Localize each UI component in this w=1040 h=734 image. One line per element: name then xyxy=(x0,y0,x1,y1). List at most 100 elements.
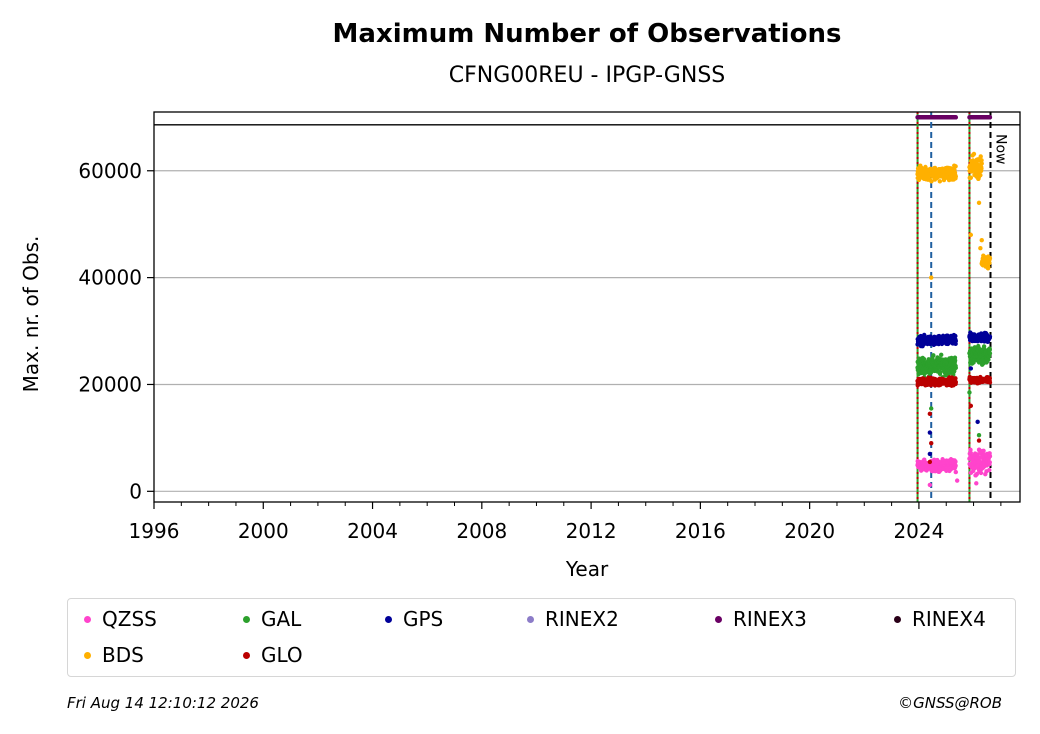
chart-subtitle: CFNG00REU - IPGP-GNSS xyxy=(449,63,726,88)
data-point xyxy=(987,376,992,381)
data-point xyxy=(976,438,982,443)
data-point xyxy=(968,232,974,238)
y-axis-label: Max. nr. of Obs. xyxy=(19,236,43,393)
data-point xyxy=(987,334,993,339)
y-tick-label: 0 xyxy=(129,479,142,503)
legend-item-glo: GLO xyxy=(243,642,303,668)
data-point xyxy=(927,411,933,417)
data-point xyxy=(978,154,983,159)
data-point xyxy=(968,403,974,409)
data-point xyxy=(968,175,974,180)
data-point xyxy=(976,433,982,438)
data-point xyxy=(976,200,982,206)
data-point xyxy=(953,365,959,371)
data-point xyxy=(937,369,943,375)
legend-item-gal: GAL xyxy=(243,606,301,632)
data-point xyxy=(987,467,992,473)
data-point xyxy=(953,379,959,385)
legend-label: GAL xyxy=(261,607,302,631)
legend-label: QZSS xyxy=(102,607,157,631)
data-point xyxy=(987,454,993,459)
data-point xyxy=(921,357,927,362)
data-point xyxy=(978,246,983,251)
x-tick-label: 2004 xyxy=(347,519,398,543)
legend-marker xyxy=(715,615,722,623)
legend-label: RINEX3 xyxy=(733,607,807,631)
data-point xyxy=(987,460,992,465)
legend-item-rinex4: RINEX4 xyxy=(894,606,986,632)
data-point xyxy=(987,256,993,261)
legend-item-gps: GPS xyxy=(385,606,443,632)
x-tick-label: 2012 xyxy=(566,519,617,543)
series-gal xyxy=(915,343,993,438)
plot-frame xyxy=(153,111,1021,503)
data-point xyxy=(939,352,944,358)
data-point xyxy=(927,459,933,465)
data-point xyxy=(929,441,934,446)
data-point xyxy=(953,164,958,169)
x-tick-label: 2016 xyxy=(675,519,726,543)
legend-item-rinex2: RINEX2 xyxy=(527,606,619,632)
data-point xyxy=(953,459,958,464)
legend-label: BDS xyxy=(102,643,144,667)
data-point xyxy=(953,469,959,475)
data-point xyxy=(987,380,993,385)
data-point xyxy=(975,452,980,457)
data-point xyxy=(953,338,959,344)
data-point xyxy=(974,471,980,477)
data-point xyxy=(923,164,928,170)
legend-marker xyxy=(243,651,250,659)
x-tick-label: 2000 xyxy=(238,519,289,543)
data-point xyxy=(954,478,960,483)
x-tick-label: 1996 xyxy=(129,519,180,543)
series-bds xyxy=(915,151,993,280)
legend-label: GPS xyxy=(403,607,444,631)
data-point xyxy=(927,482,933,488)
data-point xyxy=(987,347,992,352)
legend-marker xyxy=(385,615,392,623)
data-point xyxy=(952,358,958,363)
data-point xyxy=(978,470,984,476)
data-point xyxy=(975,419,980,425)
data-point xyxy=(953,333,958,339)
data-point xyxy=(953,376,958,381)
legend-marker xyxy=(84,651,91,659)
legend: QZSS GAL GPS RINEX2 RINEX3 RINEX4 BDS GLO xyxy=(67,598,1016,677)
x-tick-label: 2024 xyxy=(893,519,944,543)
data-point xyxy=(953,115,959,120)
data-point xyxy=(979,166,984,171)
data-point xyxy=(981,448,986,454)
x-axis-label: Year xyxy=(565,557,609,581)
data-point xyxy=(979,161,984,166)
data-point xyxy=(931,353,936,358)
data-point xyxy=(929,406,934,411)
data-point xyxy=(987,115,993,120)
data-point xyxy=(937,179,943,184)
x-tick-label: 2008 xyxy=(456,519,507,543)
data-point xyxy=(987,260,992,266)
data-point xyxy=(927,430,933,435)
series-glo xyxy=(915,374,993,465)
data-point xyxy=(968,450,974,456)
legend-marker xyxy=(527,615,534,623)
legend-item-qzss: QZSS xyxy=(84,606,157,632)
x-tick-label: 2020 xyxy=(784,519,835,543)
y-tick-label: 60000 xyxy=(78,159,142,183)
data-point xyxy=(978,172,983,178)
legend-marker xyxy=(243,615,250,623)
footer-copyright: ©GNSS@ROB xyxy=(898,694,1002,712)
legend-label: RINEX2 xyxy=(545,607,619,631)
data-point xyxy=(929,179,934,184)
data-point xyxy=(953,174,959,179)
data-point xyxy=(974,481,979,486)
data-point xyxy=(927,451,933,457)
legend-marker xyxy=(84,615,91,623)
series-qzss xyxy=(915,447,993,488)
y-tick-label: 40000 xyxy=(78,266,142,290)
footer-timestamp: Fri Aug 14 12:10:12 2026 xyxy=(67,694,259,712)
legend-marker xyxy=(894,615,901,623)
data-point xyxy=(971,151,977,157)
now-label: Now xyxy=(992,134,1008,165)
legend-item-rinex3: RINEX3 xyxy=(715,606,807,632)
